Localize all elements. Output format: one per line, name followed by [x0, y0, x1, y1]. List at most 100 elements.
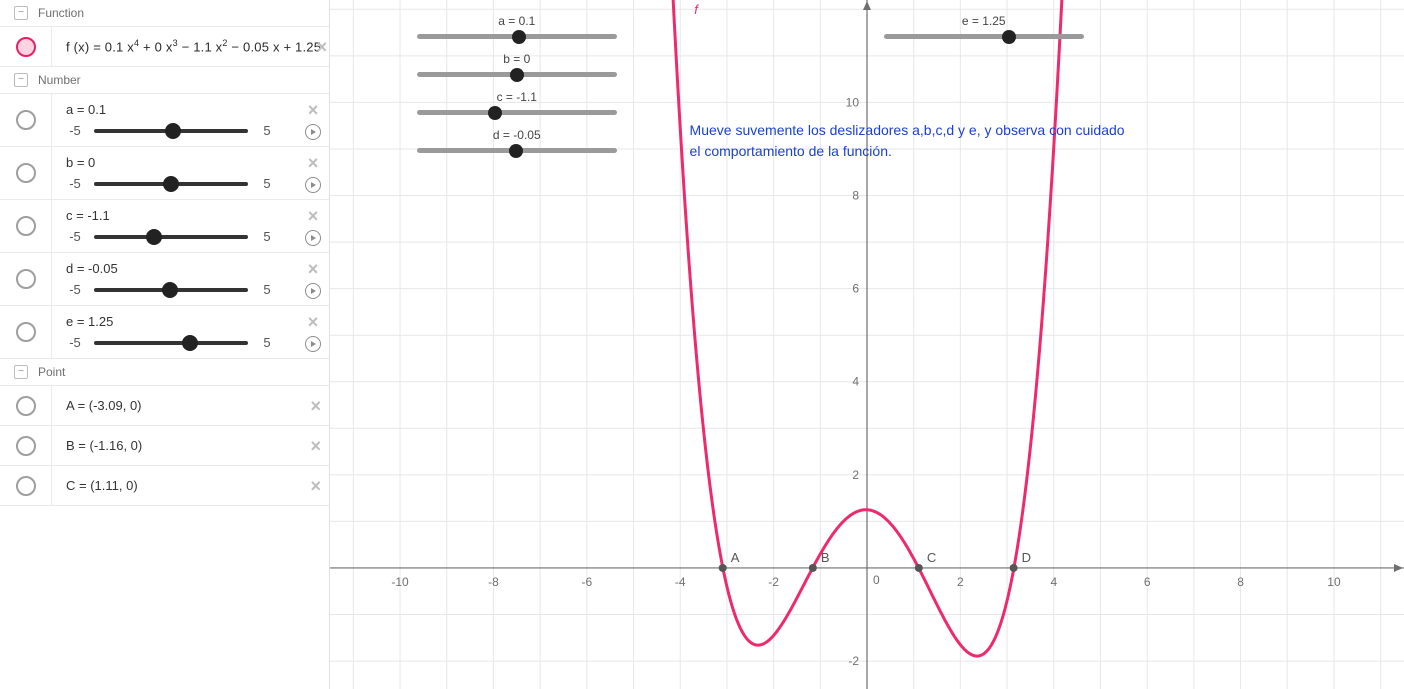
canvas-slider-thumb-d[interactable]	[509, 144, 523, 158]
delete-icon[interactable]: ×	[310, 477, 321, 495]
svg-text:8: 8	[852, 189, 859, 203]
slider-max-a: 5	[258, 123, 276, 138]
svg-text:-8: -8	[488, 575, 499, 589]
collapse-function-icon[interactable]: −	[14, 6, 28, 20]
canvas-slider-label-b: b = 0	[417, 52, 617, 66]
delete-icon[interactable]: ×	[308, 207, 319, 225]
section-label-function: Function	[38, 6, 84, 20]
slider-min-b: -5	[66, 176, 84, 191]
visibility-toggle-A[interactable]	[16, 396, 36, 416]
slider-thumb-c[interactable]	[146, 229, 162, 245]
slider-row-b[interactable]: b = 0 -5 5 ×	[0, 147, 329, 200]
svg-text:-4: -4	[675, 575, 686, 589]
point-row-C[interactable]: C = (1.11, 0) ×	[0, 466, 329, 506]
play-icon[interactable]	[305, 177, 321, 193]
visibility-toggle-d[interactable]	[16, 269, 36, 289]
visibility-toggle-B[interactable]	[16, 436, 36, 456]
slider-track-b[interactable]	[94, 182, 248, 186]
delete-icon[interactable]: ×	[308, 313, 319, 331]
section-header-point: − Point	[0, 359, 329, 386]
canvas-slider-track-a[interactable]	[417, 34, 617, 39]
canvas-slider-label-c: c = -1.1	[417, 90, 617, 104]
slider-min-c: -5	[66, 229, 84, 244]
slider-row-c[interactable]: c = -1.1 -5 5 ×	[0, 200, 329, 253]
slider-row-e[interactable]: e = 1.25 -5 5 ×	[0, 306, 329, 359]
canvas-slider-thumb-a[interactable]	[512, 30, 526, 44]
point-row-B[interactable]: B = (-1.16, 0) ×	[0, 426, 329, 466]
slider-min-a: -5	[66, 123, 84, 138]
delete-icon[interactable]: ×	[308, 154, 319, 172]
slider-track-c[interactable]	[94, 235, 248, 239]
canvas-slider-track-d[interactable]	[417, 148, 617, 153]
collapse-point-icon[interactable]: −	[14, 365, 28, 379]
canvas-slider-thumb-c[interactable]	[488, 106, 502, 120]
point-label-B: B = (-1.16, 0)	[66, 438, 315, 453]
point-row-A[interactable]: A = (-3.09, 0) ×	[0, 386, 329, 426]
canvas-slider-track-b[interactable]	[417, 72, 617, 77]
delete-icon[interactable]: ×	[308, 260, 319, 278]
collapse-number-icon[interactable]: −	[14, 73, 28, 87]
formula-f[interactable]: f (x) = 0.1 x4 + 0 x3 − 1.1 x2 − 0.05 x …	[66, 38, 321, 54]
svg-text:-10: -10	[391, 575, 409, 589]
canvas-slider-track-c[interactable]	[417, 110, 617, 115]
canvas-slider-thumb-e[interactable]	[1002, 30, 1016, 44]
svg-text:6: 6	[852, 282, 859, 296]
canvas-slider-label-e: e = 1.25	[884, 14, 1084, 28]
slider-thumb-e[interactable]	[182, 335, 198, 351]
play-icon[interactable]	[305, 124, 321, 140]
svg-text:B: B	[821, 550, 830, 565]
visibility-toggle-f[interactable]	[16, 37, 36, 57]
function-row[interactable]: f (x) = 0.1 x4 + 0 x3 − 1.1 x2 − 0.05 x …	[0, 27, 329, 67]
slider-row-a[interactable]: a = 0.1 -5 5 ×	[0, 94, 329, 147]
svg-text:2: 2	[852, 468, 859, 482]
slider-row-d[interactable]: d = -0.05 -5 5 ×	[0, 253, 329, 306]
delete-icon[interactable]: ×	[317, 38, 328, 56]
section-label-number: Number	[38, 73, 81, 87]
slider-track-a[interactable]	[94, 129, 248, 133]
play-icon[interactable]	[305, 283, 321, 299]
canvas-slider-c[interactable]: c = -1.1	[417, 90, 617, 115]
point-label-A: A = (-3.09, 0)	[66, 398, 315, 413]
slider-thumb-a[interactable]	[165, 123, 181, 139]
canvas-slider-a[interactable]: a = 0.1	[417, 14, 617, 39]
section-label-point: Point	[38, 365, 65, 379]
canvas-slider-thumb-b[interactable]	[510, 68, 524, 82]
canvas-slider-label-d: d = -0.05	[417, 128, 617, 142]
svg-text:C: C	[927, 550, 936, 565]
svg-text:A: A	[731, 550, 740, 565]
visibility-toggle-C[interactable]	[16, 476, 36, 496]
slider-label-d: d = -0.05	[66, 261, 315, 276]
canvas-slider-e[interactable]: e = 1.25	[884, 14, 1084, 39]
svg-text:4: 4	[852, 375, 859, 389]
svg-text:-2: -2	[768, 575, 779, 589]
play-icon[interactable]	[305, 230, 321, 246]
graphics-view[interactable]: -10-8-6-4-20246810-2246810fABCD a = 0.1 …	[330, 0, 1404, 689]
play-icon[interactable]	[305, 336, 321, 352]
section-header-function: − Function	[0, 0, 329, 27]
canvas-slider-d[interactable]: d = -0.05	[417, 128, 617, 153]
svg-text:10: 10	[846, 95, 860, 109]
visibility-toggle-a[interactable]	[16, 110, 36, 130]
svg-text:8: 8	[1237, 575, 1244, 589]
slider-label-b: b = 0	[66, 155, 315, 170]
svg-text:6: 6	[1144, 575, 1151, 589]
slider-track-e[interactable]	[94, 341, 248, 345]
slider-label-c: c = -1.1	[66, 208, 315, 223]
slider-thumb-b[interactable]	[163, 176, 179, 192]
algebra-panel[interactable]: − Function f (x) = 0.1 x4 + 0 x3 − 1.1 x…	[0, 0, 330, 689]
visibility-toggle-e[interactable]	[16, 322, 36, 342]
point-label-C: C = (1.11, 0)	[66, 478, 315, 493]
delete-icon[interactable]: ×	[310, 397, 321, 415]
canvas-slider-b[interactable]: b = 0	[417, 52, 617, 77]
visibility-toggle-c[interactable]	[16, 216, 36, 236]
canvas-slider-track-e[interactable]	[884, 34, 1084, 39]
delete-icon[interactable]: ×	[310, 437, 321, 455]
slider-thumb-d[interactable]	[162, 282, 178, 298]
slider-track-d[interactable]	[94, 288, 248, 292]
svg-text:10: 10	[1327, 575, 1341, 589]
delete-icon[interactable]: ×	[308, 101, 319, 119]
section-header-number: − Number	[0, 67, 329, 94]
visibility-toggle-b[interactable]	[16, 163, 36, 183]
slider-max-b: 5	[258, 176, 276, 191]
svg-text:4: 4	[1050, 575, 1057, 589]
